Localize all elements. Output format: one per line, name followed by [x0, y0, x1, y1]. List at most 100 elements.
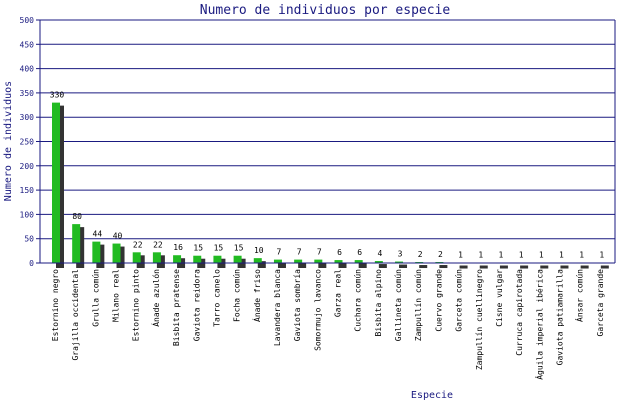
y-axis-label: Numero de individuos: [3, 81, 14, 201]
y-tick-label-10: 500: [20, 16, 35, 25]
category-label-18: Zampullín común: [414, 269, 423, 341]
value-label-24: 1: [539, 251, 544, 260]
y-tick-label-9: 450: [20, 40, 35, 49]
y-axis-ticks: 0 50 100 150 200 250 300 350 400 450 500: [20, 16, 40, 268]
bar-shadow-10: [257, 261, 266, 268]
y-tick-label-1: 50: [24, 235, 34, 244]
value-label-11: 7: [277, 248, 282, 257]
bar-2: [92, 241, 101, 263]
value-label-25: 1: [559, 251, 564, 260]
value-label-4: 22: [133, 240, 143, 249]
bar-14: [334, 260, 343, 263]
bar-shadow-21: [479, 265, 488, 269]
value-label-16: 4: [377, 249, 382, 258]
value-label-19: 2: [438, 250, 443, 259]
y-tick-label-2: 100: [20, 210, 35, 219]
category-label-0: Estornino negro: [51, 269, 60, 341]
bar-12: [294, 259, 303, 263]
category-label-21: Zampullín cuellinegro: [475, 269, 484, 370]
bar-shadow-19: [439, 265, 448, 269]
chart-title: Numero de individuos por especie: [200, 3, 451, 18]
bar-shadow-15: [358, 263, 367, 268]
bar-5: [152, 252, 161, 263]
y-tick-label-8: 400: [20, 65, 35, 74]
value-label-26: 1: [579, 251, 584, 260]
value-label-1: 80: [72, 212, 82, 221]
category-label-9: Focha común: [233, 269, 242, 322]
bar-shadow-26: [580, 265, 589, 269]
category-label-26: Ánsar común: [574, 269, 585, 322]
bar-shadow-12: [298, 262, 307, 268]
value-label-18: 2: [418, 250, 423, 259]
value-label-8: 15: [214, 244, 224, 253]
category-label-24: Águila imperial ibérica: [533, 269, 544, 380]
category-label-8: Tarro canelo: [212, 269, 221, 327]
y-tick-label-4: 200: [20, 162, 35, 171]
category-label-25: Gaviota patiamarilla: [555, 269, 564, 366]
bar-10: [253, 258, 262, 263]
category-label-14: Garza real: [334, 269, 343, 317]
y-tick-label-7: 350: [20, 89, 35, 98]
category-label-19: Cuervo grande: [434, 269, 443, 332]
category-label-11: Lavandera blanca: [273, 269, 282, 346]
category-label-17: Gallineta común: [394, 269, 403, 341]
value-label-6: 16: [173, 243, 183, 252]
category-label-3: Milano real: [112, 269, 121, 322]
bar-shadow-20: [459, 265, 468, 269]
category-label-27: Garceta grande: [596, 269, 605, 337]
category-label-20: Garceta común: [455, 269, 464, 332]
bar-9: [233, 255, 242, 263]
category-label-1: Grajilla occidental: [71, 269, 80, 361]
grid-lines: [40, 19, 615, 264]
bar-shadow-18: [419, 265, 428, 269]
bar-shadow-27: [600, 265, 609, 269]
bar-shadow-24: [540, 265, 549, 269]
bar-shadow-25: [560, 265, 569, 269]
y-tick-label-6: 300: [20, 113, 35, 122]
y-tick-label-3: 150: [20, 186, 35, 195]
value-label-7: 15: [193, 244, 203, 253]
value-label-14: 6: [337, 248, 342, 257]
value-label-10: 10: [254, 246, 264, 255]
bar-shadow-11: [277, 262, 286, 268]
category-label-10: Ánade friso: [251, 269, 262, 322]
value-label-2: 44: [93, 230, 103, 239]
bar-0: [52, 102, 60, 264]
bar-shadow-23: [520, 265, 529, 269]
category-label-7: Gaviota reidora: [192, 269, 201, 341]
y-tick-label-0: 0: [29, 259, 34, 268]
bar-shadow-14: [338, 263, 347, 268]
category-label-12: Gaviota sombría: [293, 269, 302, 341]
bar-11: [273, 259, 282, 263]
value-label-12: 7: [297, 248, 302, 257]
value-label-17: 3: [398, 250, 403, 259]
bar-8: [213, 255, 222, 263]
value-label-22: 1: [499, 251, 504, 260]
bar-3: [112, 243, 121, 263]
bar-6: [173, 255, 182, 263]
category-labels: Estornino negro Grajilla occidental Grulla…: [51, 269, 605, 380]
bar-16: [374, 261, 383, 263]
bar-shadow-22: [499, 265, 508, 269]
bar-1: [72, 224, 81, 263]
value-label-15: 6: [357, 248, 362, 257]
bar-shadow-16: [378, 264, 387, 268]
category-label-22: Cisne vulgar: [495, 269, 504, 327]
category-label-6: Bisbita pratense: [172, 269, 181, 346]
bar-13: [314, 259, 323, 263]
value-label-3: 40: [113, 232, 123, 241]
category-label-15: Cuchara común: [354, 269, 363, 332]
axes: [39, 20, 616, 264]
bar-shadow-17: [399, 264, 408, 268]
value-label-20: 1: [458, 251, 463, 260]
category-label-5: Ánade azulón: [150, 269, 161, 327]
value-label-13: 7: [317, 248, 322, 257]
value-label-9: 15: [234, 244, 244, 253]
bar-15: [354, 260, 363, 263]
value-label-0: 330: [50, 91, 65, 100]
category-label-23: Curruca capirotada: [515, 269, 524, 356]
value-label-5: 22: [153, 240, 163, 249]
bar-17: [395, 261, 404, 263]
category-label-16: Bisbita alpino: [374, 269, 383, 337]
